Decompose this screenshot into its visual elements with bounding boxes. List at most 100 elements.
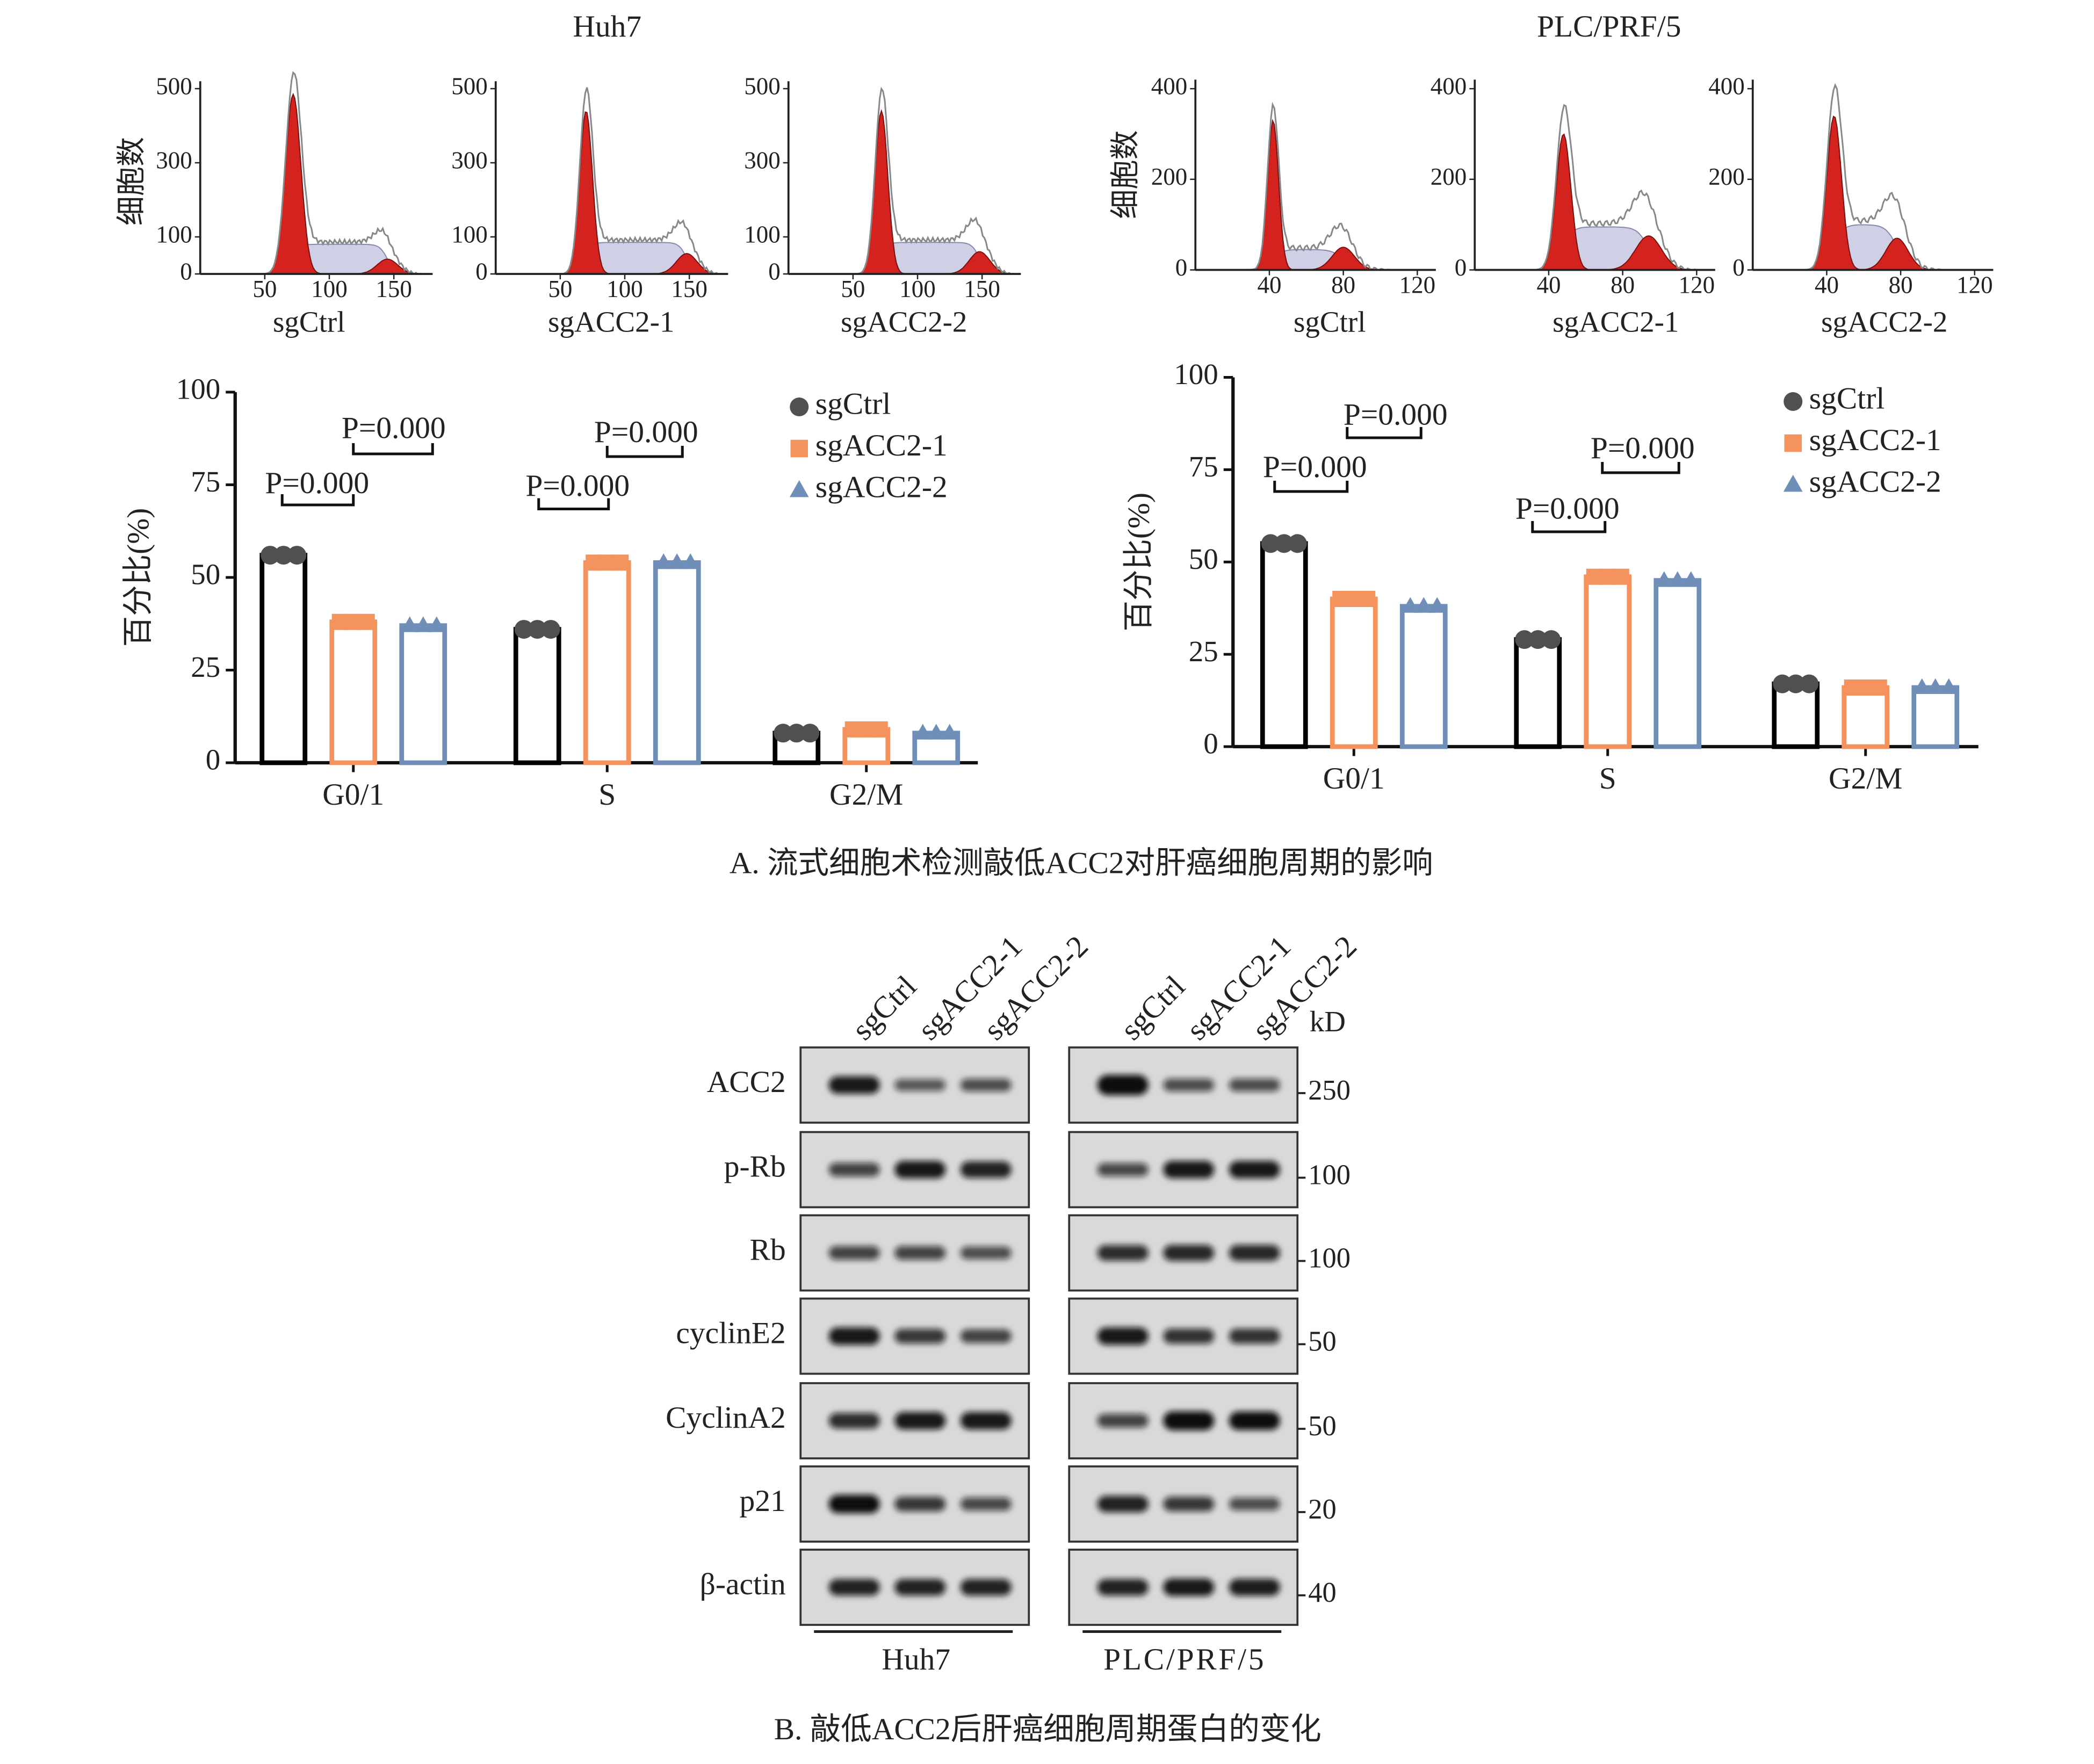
x-tick-label: 100 xyxy=(606,276,643,302)
protein-label: CyclinA2 xyxy=(666,1401,786,1435)
band xyxy=(828,1494,880,1514)
marker xyxy=(1528,630,1548,649)
bar xyxy=(513,627,561,765)
x-tick-label: 120 xyxy=(1679,271,1715,298)
marker xyxy=(1786,674,1806,693)
marker xyxy=(1401,597,1419,613)
marker xyxy=(1773,674,1792,693)
y-tick-label: 75 xyxy=(191,465,220,498)
y-tick-label: 300 xyxy=(156,147,192,173)
band xyxy=(960,1497,1012,1511)
marker xyxy=(668,553,686,569)
x-tick-label: G2/M xyxy=(829,778,903,812)
band xyxy=(1097,1245,1149,1261)
y-tick-label: 300 xyxy=(451,147,488,173)
lane-label: sgCtrl xyxy=(846,970,923,1047)
marker xyxy=(1261,534,1280,553)
band xyxy=(894,1246,946,1260)
caption-b: B. 敲低ACC2后肝癌细胞周期蛋白的变化 xyxy=(774,1712,1322,1746)
band xyxy=(1097,1327,1149,1345)
y-axis-label: 细胞数 xyxy=(1109,130,1142,219)
band xyxy=(960,1246,1012,1260)
marker xyxy=(1655,571,1673,587)
x-tick-label: 80 xyxy=(1611,271,1635,298)
band xyxy=(894,1328,946,1344)
x-tick-label: 40 xyxy=(1815,271,1839,298)
x-tick-label: 40 xyxy=(1257,271,1281,298)
legend-label: sgCtrl xyxy=(1809,382,1885,416)
bar xyxy=(583,560,631,765)
protein-label: cyclinE2 xyxy=(676,1317,785,1350)
bracket xyxy=(537,498,610,511)
band xyxy=(1097,1579,1149,1596)
band xyxy=(1229,1579,1280,1596)
marker xyxy=(612,554,629,571)
kd-label: 100 xyxy=(1308,1160,1351,1191)
band xyxy=(894,1161,946,1179)
band xyxy=(1097,1075,1149,1095)
x-tick-label: 150 xyxy=(671,276,707,302)
band xyxy=(1163,1411,1215,1430)
y-tick-label: 500 xyxy=(156,73,192,99)
bar xyxy=(1653,578,1702,749)
bar xyxy=(1584,574,1632,749)
marker xyxy=(1800,674,1819,693)
marker xyxy=(941,724,959,740)
histogram-label: sgCtrl xyxy=(273,306,345,338)
marker xyxy=(1784,434,1802,452)
bar xyxy=(653,560,701,765)
marker xyxy=(1428,597,1446,613)
band xyxy=(960,1161,1012,1178)
marker xyxy=(654,553,673,569)
marker xyxy=(1288,534,1307,553)
s-phase-area xyxy=(1752,224,1994,271)
y-tick-label: 100 xyxy=(156,221,192,248)
bar xyxy=(399,623,447,765)
p-value: P=0.000 xyxy=(1515,492,1620,526)
y-tick-label: 0 xyxy=(1175,254,1188,281)
band xyxy=(1097,1414,1149,1428)
kd-label: 50 xyxy=(1308,1411,1337,1442)
marker xyxy=(1359,591,1376,607)
x-tick-label: 100 xyxy=(899,276,936,302)
histogram-label: sgACC2-2 xyxy=(841,306,967,338)
histogram-label: sgACC2-1 xyxy=(1553,306,1679,338)
band xyxy=(1163,1578,1215,1596)
y-tick-label: 100 xyxy=(1174,358,1218,391)
kd-label: 50 xyxy=(1308,1326,1337,1357)
kd-label: 40 xyxy=(1308,1577,1337,1608)
legend-label: sgACC2-2 xyxy=(815,471,948,504)
marker xyxy=(1613,568,1629,585)
group-title: Huh7 xyxy=(573,10,641,44)
marker xyxy=(787,724,806,743)
marker xyxy=(428,616,446,632)
bracket xyxy=(280,494,355,507)
marker xyxy=(1783,474,1803,492)
band xyxy=(828,1413,880,1429)
marker xyxy=(927,724,945,740)
band xyxy=(1097,1495,1149,1513)
band xyxy=(894,1412,946,1430)
marker xyxy=(914,724,932,740)
lane-label: sgCtrl xyxy=(1114,970,1192,1047)
x-tick-label: 50 xyxy=(548,276,572,302)
band xyxy=(960,1079,1012,1091)
y-tick-label: 25 xyxy=(1189,635,1218,668)
marker xyxy=(261,546,280,565)
marker xyxy=(1682,571,1700,587)
legend-label: sgACC2-1 xyxy=(1809,423,1941,457)
protein-label: ACC2 xyxy=(707,1065,786,1099)
x-tick-label: 150 xyxy=(376,276,412,302)
y-tick-label: 200 xyxy=(1431,163,1467,190)
marker xyxy=(1913,678,1931,694)
y-tick-label: 100 xyxy=(451,221,488,248)
band xyxy=(1229,1328,1280,1344)
y-tick-label: 50 xyxy=(191,558,220,591)
bracket xyxy=(605,446,684,458)
y-tick-label: 100 xyxy=(176,373,221,406)
x-tick-label: 40 xyxy=(1536,271,1561,298)
marker xyxy=(1926,678,1945,694)
bar xyxy=(1842,685,1890,749)
bar xyxy=(1911,685,1960,749)
